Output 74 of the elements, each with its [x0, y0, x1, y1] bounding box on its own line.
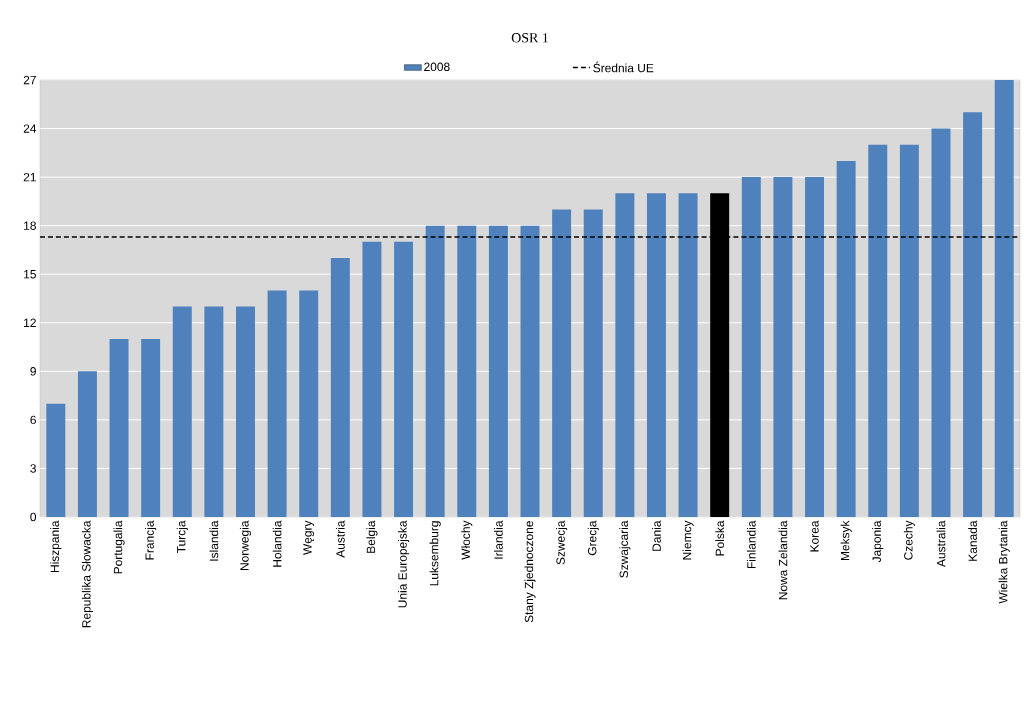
y-tick-label: 24 [23, 124, 37, 133]
x-tick-label: Korea [810, 520, 819, 552]
x-tick-label: Włochy [461, 520, 473, 560]
bar [330, 258, 350, 517]
legend-label: 2008 [424, 62, 450, 72]
x-tick-label: Australia [936, 520, 946, 568]
x-tick-label: Szwajcaria [619, 520, 631, 578]
x-tick-label: Wielka Brytania [998, 520, 1010, 604]
x-tick-label: Belgia [366, 520, 378, 553]
bar [299, 290, 319, 517]
bar [172, 306, 192, 517]
bar [773, 177, 793, 517]
x-tick-label: Hiszpania [50, 520, 62, 573]
chart-title: OSR 1 [511, 33, 548, 43]
bar [805, 177, 825, 517]
y-tick-label: 18 [24, 221, 36, 230]
bar [362, 241, 382, 517]
bar [646, 193, 666, 517]
x-tick-label: Portugalia [113, 520, 125, 574]
x-tick-label: Niemcy [682, 520, 694, 560]
bar [741, 177, 761, 517]
x-tick-label: Czechy [903, 520, 915, 560]
y-tick-label: 6 [30, 415, 36, 425]
x-tick-label: Islandia [209, 520, 219, 561]
x-tick-label: Nowa Zelandia [778, 520, 788, 600]
y-tick-label: 21 [23, 172, 36, 182]
y-tick-label: 9 [30, 367, 36, 376]
bar [488, 225, 508, 517]
bar [141, 338, 161, 517]
bar [583, 209, 603, 517]
bar [204, 306, 224, 517]
x-tick-label: Republika Słowacka [81, 520, 93, 628]
y-tick-label: 12 [24, 318, 36, 327]
bar [994, 79, 1014, 517]
x-tick-label: Grecja [587, 520, 599, 556]
x-tick-label: Norwegia [239, 520, 252, 571]
bar [457, 225, 477, 517]
x-tick-label: Węgry [303, 520, 315, 556]
x-tick-label: Stany Zjednoczone [524, 521, 536, 623]
x-tick-label: Luksemburg [429, 521, 441, 586]
bar [899, 144, 919, 517]
y-tick-label: 27 [23, 75, 36, 85]
bar [931, 128, 951, 517]
x-tick-label: Japonia [872, 520, 884, 563]
legend-label: Średnia UE [593, 61, 654, 73]
bar [520, 225, 540, 517]
y-tick-label: 15 [24, 270, 36, 279]
bar [394, 241, 414, 517]
x-tick-label: Unia Europejska [397, 520, 410, 608]
bar [267, 290, 287, 517]
x-tick-label: Szwecja [556, 520, 568, 565]
x-tick-label: Finlandia [746, 520, 756, 569]
x-tick-label: Kanada [968, 520, 977, 561]
x-tick-label: Francja [145, 520, 157, 560]
bar [963, 112, 983, 517]
bar [836, 160, 856, 517]
x-tick-label: Polska [715, 520, 725, 556]
x-tick-label: Irlandia [494, 520, 503, 559]
bar [552, 209, 572, 517]
x-tick-label: Dania [652, 520, 661, 551]
bar [615, 193, 635, 517]
y-tick-label: 0 [30, 512, 37, 522]
bar [425, 225, 445, 517]
bar [236, 306, 255, 517]
bar [77, 371, 97, 517]
y-tick-label: 3 [30, 464, 36, 473]
x-tick-label: Austria [335, 520, 345, 558]
bar [868, 144, 888, 517]
bar [46, 403, 66, 517]
bar [678, 193, 698, 517]
bar [109, 338, 129, 517]
x-tick-label: Meksyk [840, 520, 852, 561]
x-tick-label: Holandia [272, 520, 282, 567]
x-tick-label: Turcja [176, 520, 188, 554]
